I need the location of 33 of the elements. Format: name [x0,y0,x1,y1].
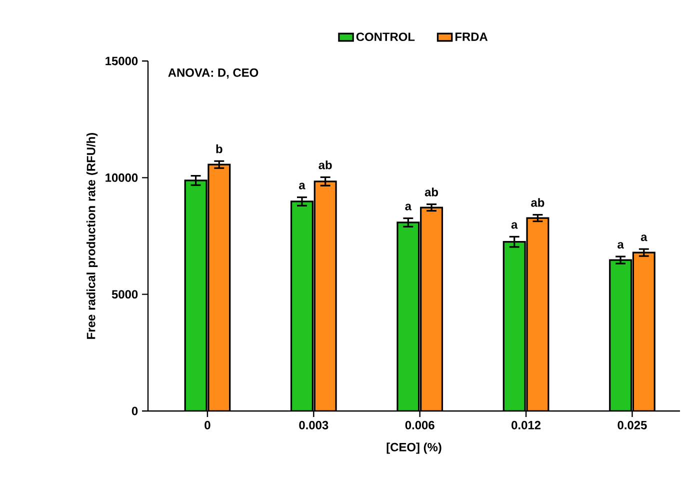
legend-label: CONTROL [356,32,415,42]
bar [314,180,337,411]
data-label: a [618,242,624,249]
x-tick-label: 0.006 [405,420,434,430]
y-axis-title: Free radical production rate (RFU/h) [86,132,98,339]
data-label: ab [424,188,438,196]
bar [184,180,208,411]
bar [208,164,231,411]
bar [290,200,314,411]
x-axis-title: [CEO] (%) [386,442,442,454]
bar [526,217,550,411]
bar [632,252,656,411]
data-label: a [640,234,648,242]
x-tick-label: 0 [204,420,210,430]
data-label: ab [531,198,544,207]
data-label: a [298,182,306,190]
bar [609,259,632,411]
data-label: a [405,204,412,210]
y-tick-label: 10000 [106,173,138,182]
data-label: a [511,222,518,229]
x-tick-label: 0.012 [512,420,541,430]
y-tick-label: 0 [132,406,138,416]
x-tick-label: 0.025 [618,420,647,430]
bar [502,241,526,411]
bar [396,222,420,411]
y-tick-label: 15000 [106,56,138,66]
annotation: ANOVA: D, CEO [168,68,258,79]
x-tick-label: 0.003 [299,420,328,430]
y-tick-label: 5000 [112,290,138,299]
legend-label: FRDA [455,32,488,41]
data-label: b [216,144,222,154]
data-label: ab [318,160,332,170]
bar [420,206,444,411]
